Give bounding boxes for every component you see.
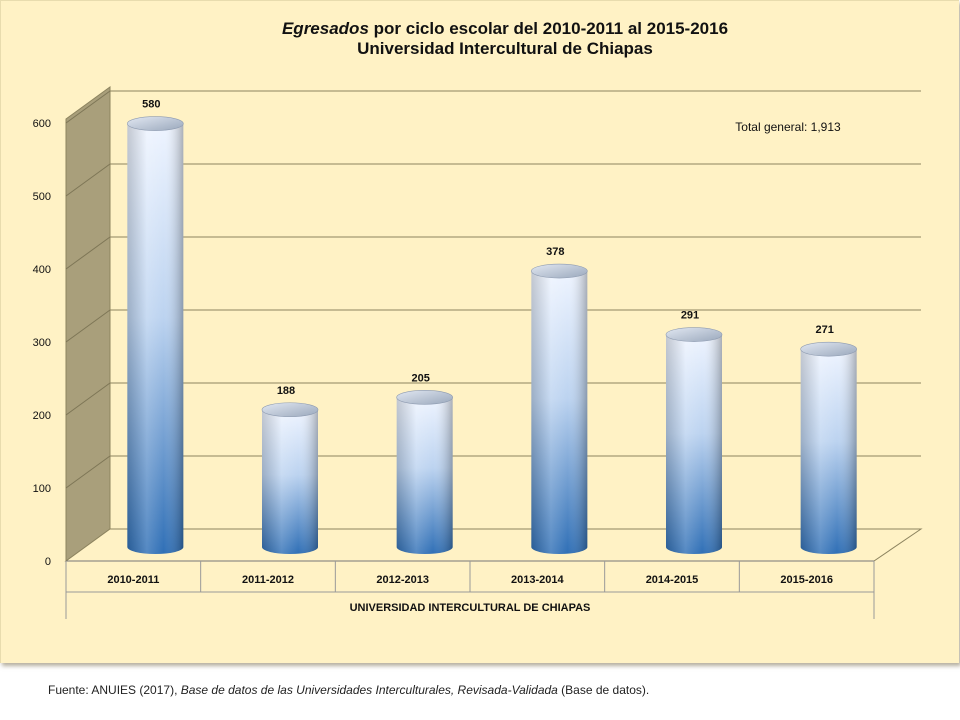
gridline-side [65, 163, 111, 197]
bars-layer: 580 188 205 378 291 271 [127, 99, 857, 554]
y-tick-label: 500 [33, 191, 51, 203]
gridline-side [65, 382, 111, 416]
chart-title-italic: Egresados [282, 19, 369, 38]
chart-title: Egresados por ciclo escolar del 2010-201… [282, 19, 728, 38]
data-label: 291 [681, 310, 699, 322]
y-tick-label: 0 [45, 556, 51, 568]
data-label: 378 [546, 246, 564, 258]
x-tick-label: 2014-2015 [646, 574, 699, 586]
bar-cap [665, 327, 723, 342]
floor [64, 528, 923, 562]
x-tick-label: 2015-2016 [780, 574, 833, 586]
data-label: 271 [815, 324, 833, 336]
chart-frame: Egresados por ciclo escolar del 2010-201… [0, 0, 959, 663]
x-tick-label: 2012-2013 [376, 574, 429, 586]
bar-shading [531, 271, 588, 554]
bar: 205 [396, 372, 453, 554]
source-note-suffix: (Base de datos). [557, 683, 650, 697]
y-tick-label: 200 [33, 410, 51, 422]
bar: 271 [800, 324, 857, 554]
gridline-side [65, 309, 111, 343]
bar: 291 [665, 310, 723, 554]
bar-cap [127, 116, 184, 131]
bar-cap [396, 390, 453, 405]
source-note-italic: Base de datos de las Universidades Inter… [180, 683, 558, 697]
gridline-side [65, 236, 111, 270]
axis-layer: 0 100 200 300 400 500 600 2010-2011 2011-2012 201… [33, 118, 875, 619]
data-label: 580 [142, 99, 160, 111]
y-tick-label: 600 [33, 118, 51, 130]
data-label: 188 [277, 385, 295, 397]
chart-title-rest: por ciclo escolar del 2010-2011 al 2015-… [369, 19, 728, 38]
total-annotation: Total general: 1,913 [735, 120, 841, 134]
bar-shading [127, 123, 184, 554]
x-axis-title: UNIVERSIDAD INTERCULTURAL DE CHIAPAS [350, 602, 591, 614]
bar-shading [666, 334, 722, 554]
bar-cap [800, 341, 857, 357]
x-tick-label: 2010-2011 [107, 574, 159, 586]
gridline-side [65, 455, 111, 489]
bar: 378 [531, 246, 588, 554]
bar-cap [261, 402, 319, 418]
x-tick-label: 2011-2012 [242, 574, 294, 586]
bar: 188 [261, 385, 319, 554]
bar-shading [262, 409, 318, 554]
bar-chart: Egresados por ciclo escolar del 2010-201… [11, 19, 936, 621]
chart-subtitle: Universidad Intercultural de Chiapas [357, 39, 653, 58]
bar-cap [531, 263, 588, 279]
x-tick-label: 2013-2014 [511, 574, 564, 586]
y-tick-label: 300 [33, 337, 51, 349]
bar-shading [800, 349, 857, 554]
gridline-side [65, 90, 111, 124]
y-tick-label: 100 [33, 483, 51, 495]
data-label: 205 [411, 372, 429, 384]
y-tick-label: 400 [33, 264, 51, 276]
side-wall [65, 86, 111, 562]
bar: 580 [127, 99, 184, 554]
source-note-prefix: Fuente: ANUIES (2017), [48, 683, 181, 697]
bar-shading [396, 397, 453, 554]
source-note: Fuente: ANUIES (2017), Base de datos de … [48, 683, 948, 697]
